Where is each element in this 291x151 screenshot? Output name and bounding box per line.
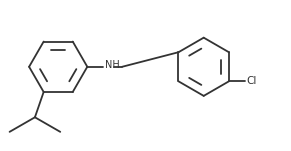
- Text: NH: NH: [105, 60, 120, 70]
- Text: Cl: Cl: [246, 76, 256, 86]
